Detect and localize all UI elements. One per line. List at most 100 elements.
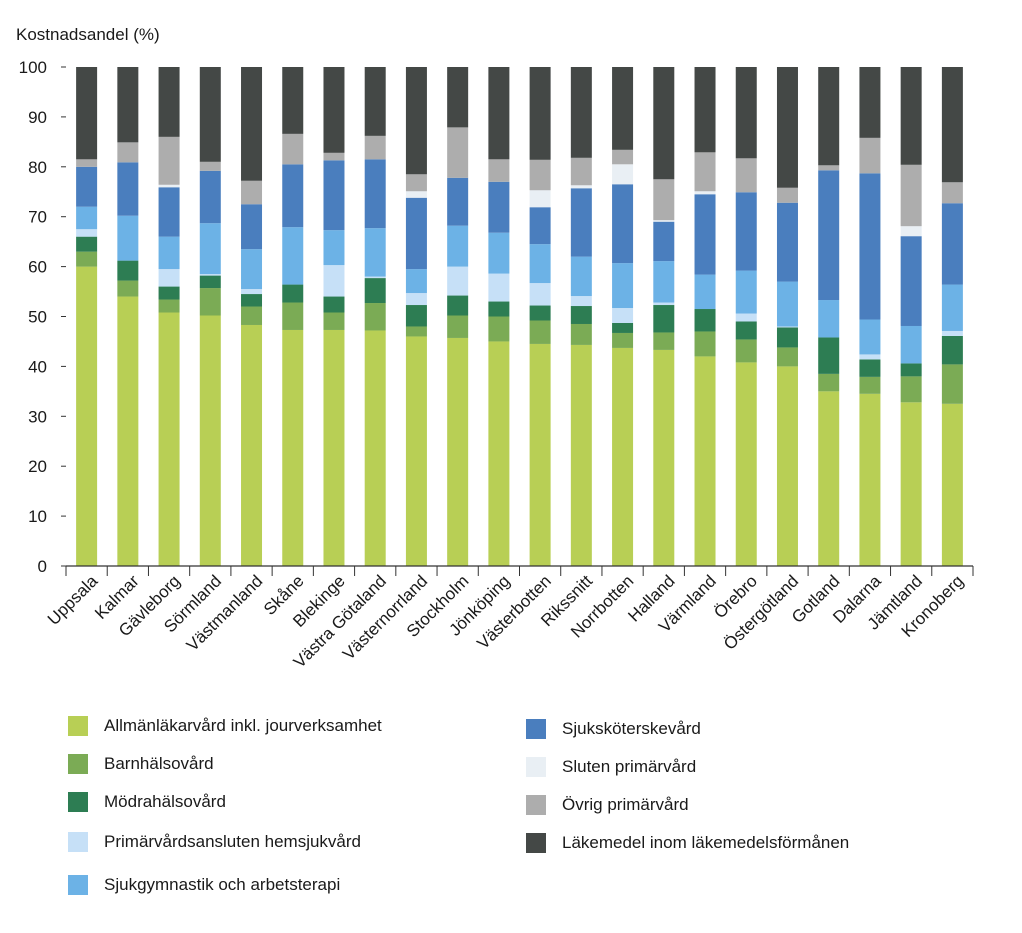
bar-segment bbox=[776, 327, 798, 348]
bar-segment bbox=[282, 67, 304, 134]
bar-segment bbox=[282, 284, 304, 303]
bar-segment bbox=[76, 251, 98, 267]
bar-segment bbox=[323, 329, 345, 566]
bar-segment bbox=[941, 284, 963, 331]
bar-segment bbox=[612, 149, 634, 165]
bar-segment bbox=[405, 293, 427, 306]
bar-segment bbox=[199, 315, 221, 566]
bar-segment bbox=[323, 296, 345, 313]
y-tick-label: 80 bbox=[28, 158, 47, 177]
bar-segment bbox=[859, 393, 881, 566]
bar-segment bbox=[570, 157, 592, 186]
y-tick-label: 100 bbox=[19, 58, 47, 77]
bar-segment bbox=[241, 294, 263, 307]
y-tick-label: 20 bbox=[28, 457, 47, 476]
bar-segment bbox=[735, 321, 757, 340]
bar-segment bbox=[158, 269, 180, 287]
bar-segment bbox=[941, 335, 963, 365]
bar-segment bbox=[405, 197, 427, 270]
bar-segment bbox=[405, 336, 427, 566]
bar-segment bbox=[282, 302, 304, 330]
bar-segment bbox=[117, 67, 139, 143]
bar-segment bbox=[488, 232, 510, 274]
bar-segment bbox=[447, 337, 469, 566]
bar-segment bbox=[76, 206, 98, 230]
bar-segment bbox=[364, 159, 386, 229]
bar-segment bbox=[199, 288, 221, 316]
bar-segment bbox=[117, 296, 139, 566]
bar-segment bbox=[323, 160, 345, 231]
bar-segment bbox=[405, 191, 427, 198]
bar-segment bbox=[735, 339, 757, 363]
bar-segment bbox=[900, 325, 922, 364]
bar-segment bbox=[282, 227, 304, 285]
bar-segment bbox=[612, 347, 634, 566]
bar-segment bbox=[76, 266, 98, 566]
bar-segment bbox=[323, 230, 345, 266]
bar-segment bbox=[570, 256, 592, 297]
bar-segment bbox=[529, 190, 551, 208]
bar-segment bbox=[570, 296, 592, 307]
bar-segment bbox=[364, 67, 386, 136]
bar-segment bbox=[117, 280, 139, 297]
bar-segment bbox=[158, 67, 180, 137]
bar-segment bbox=[529, 67, 551, 160]
bar-segment bbox=[488, 301, 510, 317]
bar-segment bbox=[199, 223, 221, 275]
bar-segment bbox=[735, 67, 757, 159]
bar-segment bbox=[776, 326, 798, 328]
bar-segment bbox=[570, 306, 592, 324]
bar-segment bbox=[735, 158, 757, 193]
bar-segment bbox=[776, 366, 798, 566]
bar-segment bbox=[282, 164, 304, 228]
y-tick-label: 90 bbox=[28, 108, 47, 127]
bar-segment bbox=[612, 263, 634, 309]
bar-segment bbox=[282, 133, 304, 165]
bar-segment bbox=[694, 331, 716, 357]
bar-segment bbox=[199, 275, 221, 289]
bar-segment bbox=[900, 164, 922, 227]
bar-segment bbox=[241, 289, 263, 295]
x-tick-label: Uppsala bbox=[44, 571, 102, 629]
bar-segment bbox=[405, 326, 427, 337]
bar-segment bbox=[158, 236, 180, 270]
bar-segment bbox=[488, 316, 510, 342]
bar-segment bbox=[653, 221, 675, 262]
bar-segment bbox=[241, 324, 263, 566]
bar-segment bbox=[529, 283, 551, 306]
bar-segment bbox=[529, 305, 551, 321]
bar-segment bbox=[859, 376, 881, 394]
bar-segment bbox=[364, 278, 386, 304]
bar-segment bbox=[241, 306, 263, 325]
bar-segment bbox=[158, 187, 180, 237]
bar-segment bbox=[859, 67, 881, 138]
bar-segment bbox=[694, 274, 716, 310]
bar-segment bbox=[447, 266, 469, 296]
bar-segment bbox=[158, 312, 180, 566]
bar-segment bbox=[818, 67, 840, 166]
bar-segment bbox=[323, 67, 345, 153]
bars bbox=[76, 67, 963, 566]
bar-segment bbox=[859, 319, 881, 355]
y-tick-label: 0 bbox=[38, 557, 47, 576]
bar-segment bbox=[570, 323, 592, 345]
bar-segment bbox=[323, 152, 345, 161]
bar-segment bbox=[529, 320, 551, 344]
bar-segment bbox=[447, 177, 469, 226]
bar-segment bbox=[735, 192, 757, 271]
bar-segment bbox=[158, 299, 180, 313]
bar-segment bbox=[323, 312, 345, 330]
bar-segment bbox=[653, 332, 675, 350]
bar-segment bbox=[117, 162, 139, 216]
bar-segment bbox=[76, 166, 98, 207]
bar-segment bbox=[900, 226, 922, 237]
bar-segment bbox=[653, 67, 675, 180]
bar-segment bbox=[694, 356, 716, 566]
y-axis: 0 10 20 30 40 50 60 70 80 90 100 bbox=[19, 58, 66, 576]
bar-segment bbox=[818, 391, 840, 566]
bar-segment bbox=[199, 67, 221, 162]
bar-segment bbox=[405, 174, 427, 192]
bar-segment bbox=[941, 182, 963, 204]
bar-segment bbox=[364, 135, 386, 160]
bar-segment bbox=[694, 67, 716, 153]
